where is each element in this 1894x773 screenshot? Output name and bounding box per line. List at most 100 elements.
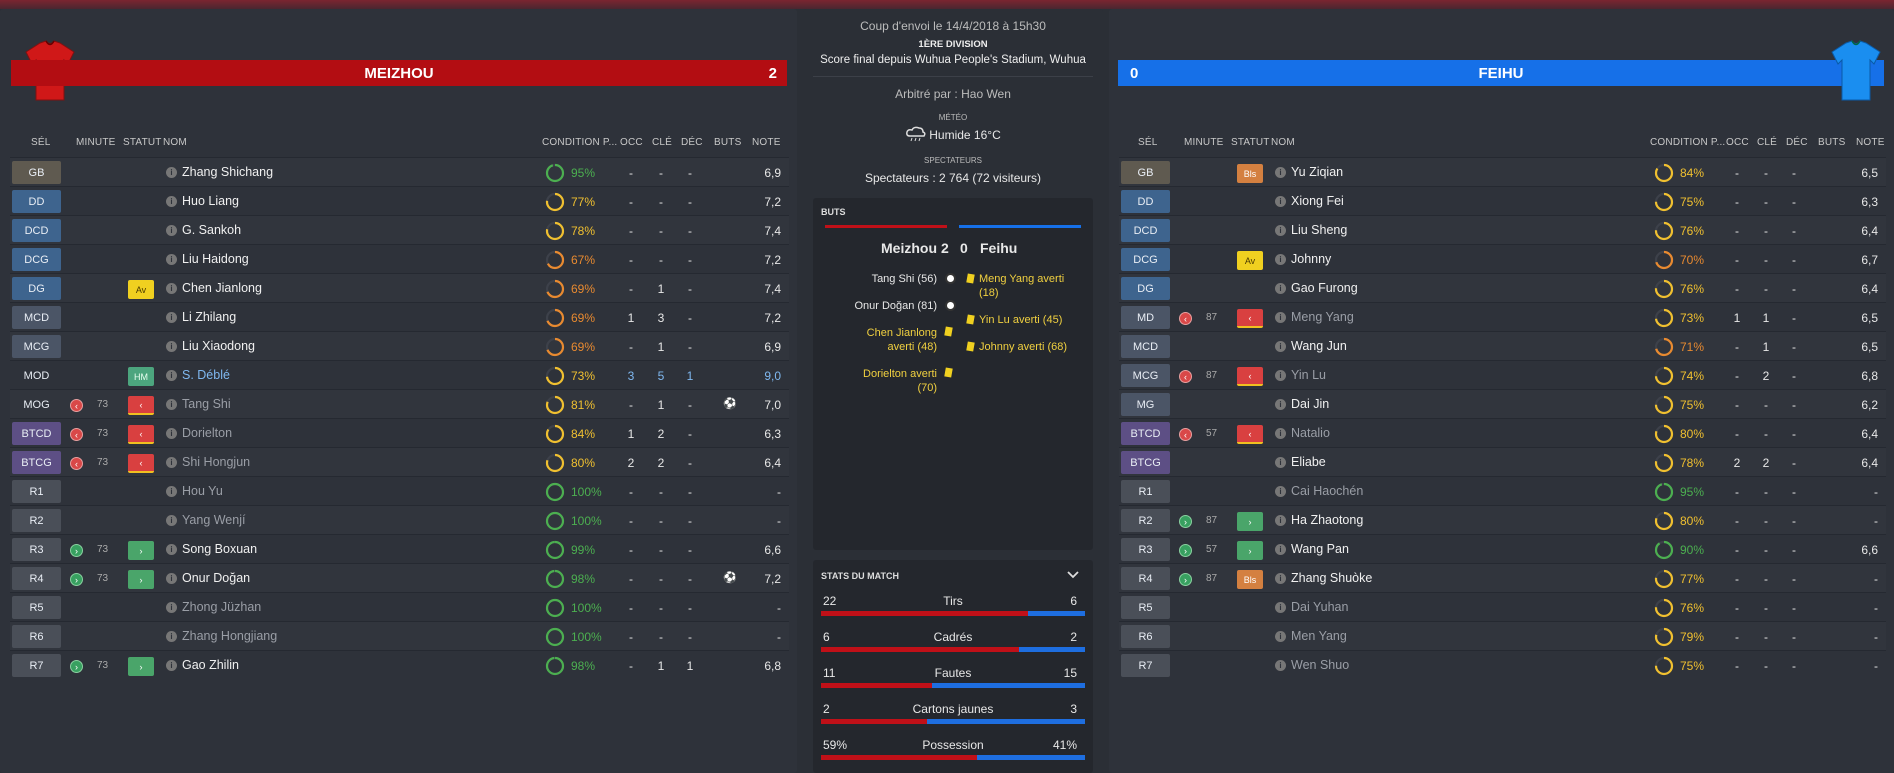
- player-row[interactable]: R4 › 73 › i Onur Doğan 98% - - - ⚽ 7,2: [10, 563, 789, 592]
- info-icon[interactable]: i: [166, 602, 177, 613]
- player-row[interactable]: DCD i G. Sankoh 78% - - - 7,4: [10, 215, 789, 244]
- player-row[interactable]: DCG Av i Johnny 70% - - - 6,7: [1119, 244, 1886, 273]
- col-header-condition[interactable]: CONDITION P...: [542, 137, 618, 148]
- col-header-buts[interactable]: BUTS: [714, 137, 742, 148]
- position-badge[interactable]: R2: [1121, 509, 1170, 532]
- info-icon[interactable]: i: [166, 312, 177, 323]
- player-name[interactable]: Cai Haochén: [1291, 484, 1364, 498]
- info-icon[interactable]: i: [1275, 515, 1286, 526]
- player-row[interactable]: DG Av i Chen Jianlong 69% - 1 - 7,4: [10, 273, 789, 302]
- position-badge[interactable]: MOD: [23, 369, 50, 382]
- player-name[interactable]: Zhang Hongjiang: [182, 629, 278, 643]
- player-name[interactable]: Eliabe: [1291, 455, 1326, 469]
- info-icon[interactable]: i: [166, 573, 177, 584]
- player-name[interactable]: Tang Shi: [182, 397, 231, 411]
- player-row[interactable]: R5 i Dai Yuhan 76% - - - -: [1119, 592, 1886, 621]
- position-badge[interactable]: R5: [12, 596, 61, 619]
- player-name[interactable]: Wang Pan: [1291, 542, 1349, 556]
- position-badge[interactable]: DCD: [1121, 219, 1170, 242]
- position-badge[interactable]: R7: [1121, 654, 1170, 677]
- col-header-dec[interactable]: DÉC: [681, 137, 703, 148]
- player-name[interactable]: Hou Yu: [182, 484, 223, 498]
- position-badge[interactable]: DG: [12, 277, 61, 300]
- player-row[interactable]: BTCD ‹ 57 ‹ i Natalio 80% - - - 6,4: [1119, 418, 1886, 447]
- position-badge[interactable]: DCG: [12, 248, 61, 271]
- player-name[interactable]: Dai Yuhan: [1291, 600, 1349, 614]
- position-badge[interactable]: MCD: [1121, 335, 1170, 358]
- position-badge[interactable]: R1: [12, 480, 61, 503]
- position-badge[interactable]: BTCG: [12, 451, 61, 474]
- position-badge[interactable]: GB: [1121, 161, 1170, 184]
- col-header-note[interactable]: NOTE: [1856, 137, 1885, 148]
- player-row[interactable]: DCD i Liu Sheng 76% - - - 6,4: [1119, 215, 1886, 244]
- player-row[interactable]: MG i Dai Jin 75% - - - 6,2: [1119, 389, 1886, 418]
- position-badge[interactable]: DD: [1121, 190, 1170, 213]
- player-row[interactable]: DD i Xiong Fei 75% - - - 6,3: [1119, 186, 1886, 215]
- position-badge[interactable]: R3: [12, 538, 61, 561]
- chevron-down-icon[interactable]: [1065, 566, 1081, 582]
- info-icon[interactable]: i: [1275, 370, 1286, 381]
- info-icon[interactable]: i: [1275, 544, 1286, 555]
- player-name[interactable]: Zhong Jüzhan: [182, 600, 262, 614]
- position-badge[interactable]: R1: [1121, 480, 1170, 503]
- position-badge[interactable]: R2: [12, 509, 61, 532]
- player-row[interactable]: R1 i Cai Haochén 95% - - - -: [1119, 476, 1886, 505]
- player-name[interactable]: Xiong Fei: [1291, 194, 1344, 208]
- player-row[interactable]: MCG ‹ 87 ‹ i Yin Lu 74% - 2 - 6,8: [1119, 360, 1886, 389]
- col-header-condition[interactable]: CONDITION P...: [1650, 137, 1726, 148]
- position-badge[interactable]: BTCD: [1121, 422, 1170, 445]
- info-icon[interactable]: i: [1275, 196, 1286, 207]
- player-row[interactable]: BTCG ‹ 73 ‹ i Shi Hongjun 80% 2 2 - 6,4: [10, 447, 789, 476]
- player-row[interactable]: R3 › 73 › i Song Boxuan 99% - - - 6,6: [10, 534, 789, 563]
- position-badge[interactable]: MCG: [1121, 364, 1170, 387]
- player-name[interactable]: Meng Yang: [1291, 310, 1354, 324]
- player-name[interactable]: Men Yang: [1291, 629, 1347, 643]
- info-icon[interactable]: i: [166, 399, 177, 410]
- player-row[interactable]: GB i Zhang Shichang 95% - - - 6,9: [10, 157, 789, 186]
- info-icon[interactable]: i: [1275, 254, 1286, 265]
- player-name[interactable]: Shi Hongjun: [182, 455, 251, 469]
- player-row[interactable]: GB Bls i Yu Ziqian 84% - - - 6,5: [1119, 157, 1886, 186]
- player-name[interactable]: Chen Jianlong: [182, 281, 262, 295]
- player-row[interactable]: MOD HM i S. Déblé 73% 3 5 1 9,0: [10, 360, 789, 389]
- position-badge[interactable]: R3: [1121, 538, 1170, 561]
- player-row[interactable]: MOG ‹ 73 ‹ i Tang Shi 81% - 1 - ⚽ 7,0: [10, 389, 789, 418]
- player-name[interactable]: Yin Lu: [1291, 368, 1326, 382]
- player-name[interactable]: Liu Sheng: [1291, 223, 1348, 237]
- info-icon[interactable]: i: [1275, 631, 1286, 642]
- info-icon[interactable]: i: [166, 225, 177, 236]
- info-icon[interactable]: i: [1275, 428, 1286, 439]
- position-badge[interactable]: BTCG: [1121, 451, 1170, 474]
- col-header-sel[interactable]: SÉL: [1138, 137, 1158, 148]
- player-row[interactable]: R1 i Hou Yu 100% - - - -: [10, 476, 789, 505]
- col-header-nom[interactable]: NOM: [1271, 137, 1295, 148]
- player-name[interactable]: Gao Zhilin: [182, 658, 239, 672]
- player-row[interactable]: R4 › 87 Bls i Zhang Shuòke 77% - - - -: [1119, 563, 1886, 592]
- col-header-minute[interactable]: MINUTE: [1184, 137, 1224, 148]
- player-row[interactable]: BTCG i Eliabe 78% 2 2 - 6,4: [1119, 447, 1886, 476]
- player-name[interactable]: Liu Xiaodong: [182, 339, 255, 353]
- position-badge[interactable]: BTCD: [12, 422, 61, 445]
- col-header-occ[interactable]: OCC: [620, 137, 643, 148]
- info-icon[interactable]: i: [166, 428, 177, 439]
- player-name[interactable]: Dorielton: [182, 426, 233, 440]
- player-name[interactable]: Onur Doğan: [182, 571, 251, 585]
- info-icon[interactable]: i: [166, 254, 177, 265]
- player-name[interactable]: Wang Jun: [1291, 339, 1347, 353]
- player-name[interactable]: Dai Jin: [1291, 397, 1330, 411]
- info-icon[interactable]: i: [1275, 225, 1286, 236]
- info-icon[interactable]: i: [1275, 399, 1286, 410]
- col-header-cle[interactable]: CLÉ: [652, 137, 673, 148]
- position-badge[interactable]: DG: [1121, 277, 1170, 300]
- col-header-statut[interactable]: STATUT: [1231, 137, 1270, 148]
- col-header-buts[interactable]: BUTS: [1818, 137, 1846, 148]
- position-badge[interactable]: MOG: [23, 398, 50, 411]
- position-badge[interactable]: R4: [1121, 567, 1170, 590]
- player-name[interactable]: Zhang Shuòke: [1291, 571, 1373, 585]
- col-header-nom[interactable]: NOM: [163, 137, 187, 148]
- position-badge[interactable]: R6: [1121, 625, 1170, 648]
- player-name[interactable]: Johnny: [1291, 252, 1332, 266]
- info-icon[interactable]: i: [1275, 660, 1286, 671]
- player-name[interactable]: S. Déblé: [182, 368, 230, 382]
- player-name[interactable]: Zhang Shichang: [182, 165, 274, 179]
